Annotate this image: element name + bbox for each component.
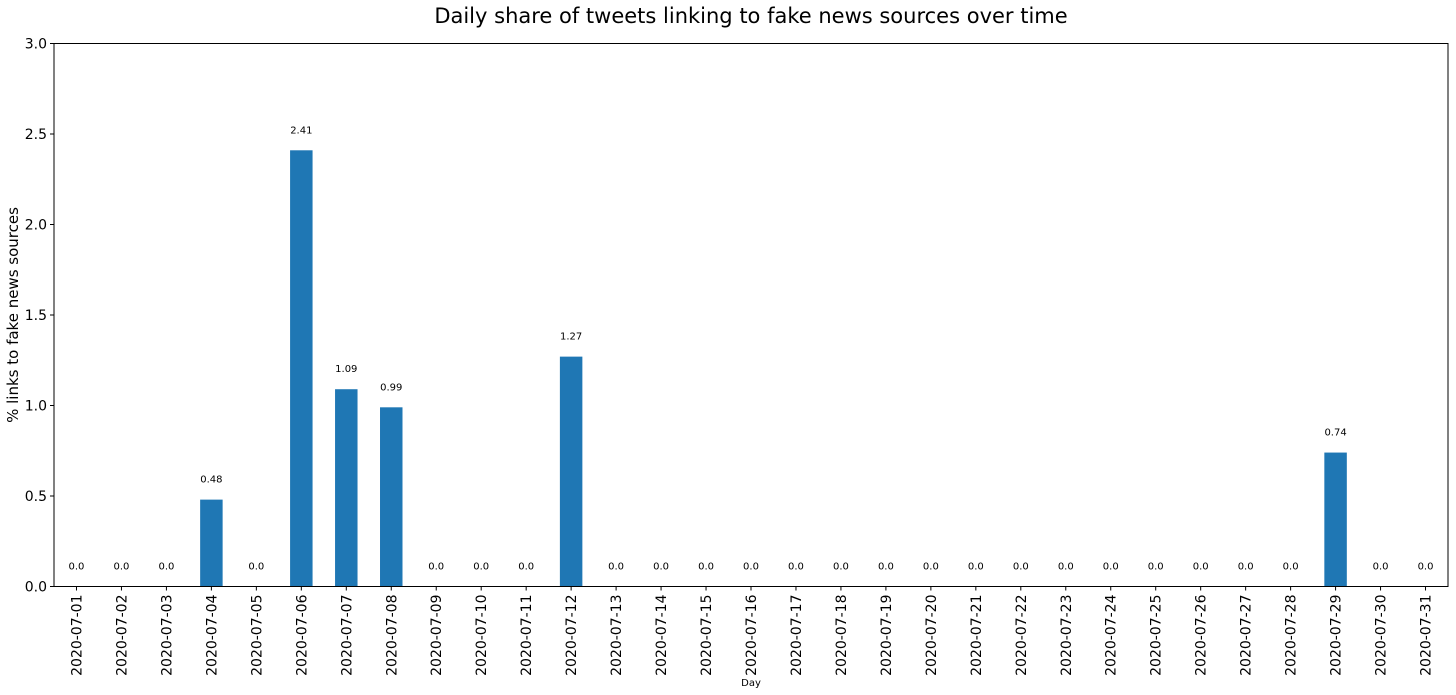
data-label: 0.0 xyxy=(788,562,804,573)
data-label: 0.0 xyxy=(878,562,894,573)
data-label: 0.0 xyxy=(653,562,669,573)
data-label: 1.27 xyxy=(560,332,582,343)
data-label: 0.0 xyxy=(518,562,534,573)
bar xyxy=(200,499,223,587)
y-tick-label: 2.5 xyxy=(25,127,47,143)
data-label: 0.0 xyxy=(69,562,85,573)
data-label: 0.0 xyxy=(428,562,444,573)
data-label: 0.0 xyxy=(113,562,129,573)
y-axis-label: % links to fake news sources xyxy=(4,207,22,423)
chart-title: Daily share of tweets linking to fake ne… xyxy=(434,4,1067,28)
x-tick-label: 2020-07-11 xyxy=(519,595,535,676)
bar xyxy=(290,150,313,587)
data-label: 0.0 xyxy=(698,562,714,573)
x-tick-label: 2020-07-12 xyxy=(564,595,580,676)
y-tick-label: 1.0 xyxy=(25,399,47,415)
x-tick-label: 2020-07-26 xyxy=(1194,594,1210,675)
x-tick-label: 2020-07-20 xyxy=(924,595,940,676)
bar xyxy=(380,407,403,587)
x-tick-label: 2020-07-18 xyxy=(834,595,850,676)
x-tick-label: 2020-07-13 xyxy=(609,595,625,676)
bar xyxy=(559,356,583,587)
x-tick-label: 2020-07-09 xyxy=(429,595,445,676)
data-label: 0.0 xyxy=(1283,562,1299,573)
data-labels-layer: 0.0 0.0 0.0 0.48 0.0 2.41 1.09 0.99 0.0 0.0 0.0 1.2… xyxy=(69,125,1434,572)
y-tick-label: 0.5 xyxy=(25,489,47,505)
x-tick-label: 2020-07-03 xyxy=(159,595,175,676)
x-tick-label: 2020-07-02 xyxy=(114,595,130,676)
x-tick-label: 2020-07-31 xyxy=(1419,595,1435,676)
data-label: 0.0 xyxy=(1373,562,1389,573)
x-axis-ticks: 2020-07-01 2020-07-02 2020-07-03 2020-07-04… xyxy=(69,586,1435,676)
x-tick-label: 2020-07-27 xyxy=(1239,595,1255,676)
bar xyxy=(335,389,358,587)
data-label: 0.0 xyxy=(1238,562,1254,573)
data-label: 0.0 xyxy=(833,562,849,573)
data-label: 1.09 xyxy=(335,364,357,375)
x-tick-label: 2020-07-19 xyxy=(879,595,895,676)
x-tick-label: 2020-07-08 xyxy=(384,595,400,676)
y-tick-label: 0.0 xyxy=(25,580,47,596)
bars-layer xyxy=(200,150,1347,587)
x-tick-label: 2020-07-06 xyxy=(294,594,310,675)
data-label: 0.0 xyxy=(968,562,984,573)
x-tick-label: 2020-07-17 xyxy=(789,595,805,676)
x-tick-label: 2020-07-05 xyxy=(249,595,265,676)
x-tick-label: 2020-07-24 xyxy=(1104,594,1120,675)
x-tick-label: 2020-07-29 xyxy=(1329,595,1345,676)
data-label: 0.0 xyxy=(1418,562,1434,573)
data-label: 0.0 xyxy=(743,562,759,573)
data-label: 0.99 xyxy=(380,382,402,393)
data-label: 0.0 xyxy=(1193,562,1209,573)
y-tick-label: 2.0 xyxy=(25,218,47,234)
data-label: 0.0 xyxy=(158,562,174,573)
x-tick-label: 2020-07-10 xyxy=(474,595,490,676)
data-label: 0.0 xyxy=(608,562,624,573)
x-tick-label: 2020-07-16 xyxy=(744,594,760,675)
data-label: 0.74 xyxy=(1324,428,1346,439)
data-label: 0.0 xyxy=(1058,562,1074,573)
x-tick-label: 2020-07-22 xyxy=(1014,595,1030,676)
data-label: 0.0 xyxy=(923,562,939,573)
x-axis-label: Day xyxy=(741,678,761,689)
x-tick-label: 2020-07-28 xyxy=(1284,595,1300,676)
x-tick-label: 2020-07-04 xyxy=(204,594,220,675)
data-label: 0.0 xyxy=(473,562,489,573)
data-label: 2.41 xyxy=(290,125,312,136)
y-tick-label: 1.5 xyxy=(25,308,47,324)
x-tick-label: 2020-07-30 xyxy=(1374,595,1390,676)
x-tick-label: 2020-07-01 xyxy=(69,595,85,676)
bar xyxy=(1324,452,1347,587)
x-tick-label: 2020-07-23 xyxy=(1059,595,1075,676)
y-axis-ticks: 0.0 0.5 1.0 1.5 2.0 2.5 3.0 xyxy=(25,37,54,596)
x-tick-label: 2020-07-21 xyxy=(969,595,985,676)
data-label: 0.0 xyxy=(248,562,264,573)
y-tick-label: 3.0 xyxy=(25,37,47,53)
x-tick-label: 2020-07-07 xyxy=(339,595,355,676)
x-tick-label: 2020-07-14 xyxy=(654,594,670,675)
data-label: 0.0 xyxy=(1013,562,1029,573)
data-label: 0.0 xyxy=(1103,562,1119,573)
x-tick-label: 2020-07-25 xyxy=(1149,595,1165,676)
plot-frame xyxy=(53,43,1449,587)
data-label: 0.0 xyxy=(1148,562,1164,573)
data-label: 0.48 xyxy=(200,475,222,486)
x-tick-label: 2020-07-15 xyxy=(699,595,715,676)
